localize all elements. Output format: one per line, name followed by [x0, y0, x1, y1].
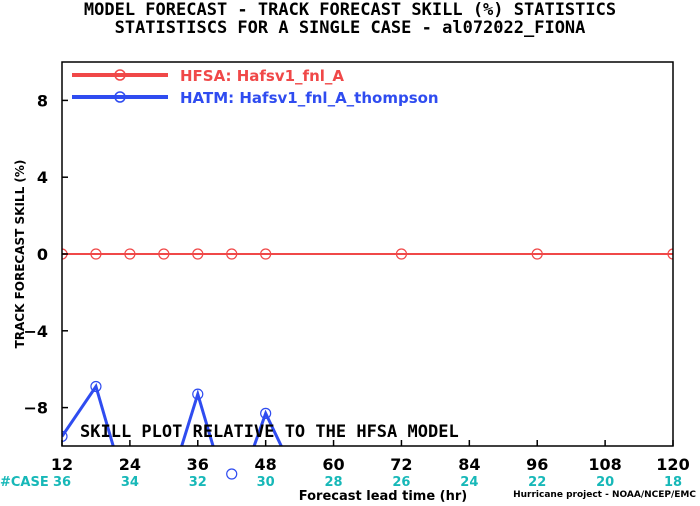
- x-tick-label: 12: [51, 455, 73, 474]
- legend-hfsa-marker: [114, 69, 126, 81]
- case-count: 20: [596, 475, 614, 490]
- hfsa-point: [395, 248, 408, 260]
- hatm-point: [192, 388, 204, 400]
- hfsa-point: [192, 248, 204, 260]
- hatm-point: [62, 430, 68, 442]
- case-count: 30: [257, 475, 275, 490]
- legend-hfsa-label: HFSA: Hafsv1_fnl_A: [180, 67, 344, 85]
- case-label: #CASE: [0, 475, 49, 490]
- case-count: 18: [664, 475, 682, 490]
- case-count: 36: [53, 475, 71, 490]
- x-tick-label: 84: [458, 455, 480, 474]
- skill-annotation: SKILL PLOT RELATIVE TO THE HFSA MODEL: [80, 422, 459, 442]
- case-count: 26: [392, 475, 410, 490]
- hatm-line: [62, 382, 283, 446]
- hatm-point: [90, 380, 102, 393]
- hatm-point: [260, 407, 272, 419]
- hfsa-point: [124, 248, 136, 260]
- hfsa-point: [260, 248, 272, 260]
- x-tick-label: 24: [119, 455, 141, 474]
- x-tick-label: 120: [656, 455, 689, 474]
- hfsa-point: [90, 248, 102, 260]
- case-count: 32: [189, 475, 207, 490]
- chart-title: MODEL FORECAST - TRACK FORECAST SKILL (%…: [83, 0, 617, 20]
- y-tick-label: 4: [37, 168, 48, 187]
- x-tick-label: 48: [255, 455, 277, 474]
- y-tick-label: −4: [23, 322, 48, 341]
- hfsa-point: [531, 248, 543, 260]
- x-tick-label: 108: [588, 455, 621, 474]
- y-tick-label: 8: [37, 91, 48, 110]
- legend-hatm-label: HATM: Hafsv1_fnl_A_thompson: [180, 89, 439, 107]
- hfsa-point: [226, 248, 238, 260]
- case-count: 34: [121, 475, 139, 490]
- legend-hatm-marker: [114, 91, 126, 103]
- x-tick-label: 36: [187, 455, 209, 474]
- case-count: 22: [528, 475, 546, 490]
- y-tick-label: 0: [37, 245, 48, 264]
- case-count: 28: [325, 475, 343, 490]
- case-count: 24: [460, 475, 478, 490]
- y-axis-label: TRACK FORECAST SKILL (%): [13, 160, 27, 349]
- x-tick-label: 60: [322, 455, 344, 474]
- x-axis-label: Forecast lead time (hr): [299, 489, 467, 504]
- x-tick-label: 96: [526, 455, 548, 474]
- hfsa-point: [667, 248, 673, 260]
- y-tick-label: −8: [23, 399, 48, 418]
- hfsa-point: [158, 248, 170, 260]
- credit-text: Hurricane project - NOAA/NCEP/EMC: [513, 490, 696, 500]
- chart-subtitle: STATISTISCS FOR A SINGLE CASE - al072022…: [114, 18, 586, 38]
- x-tick-label: 72: [390, 455, 412, 474]
- hatm-point-offscale: [226, 468, 238, 480]
